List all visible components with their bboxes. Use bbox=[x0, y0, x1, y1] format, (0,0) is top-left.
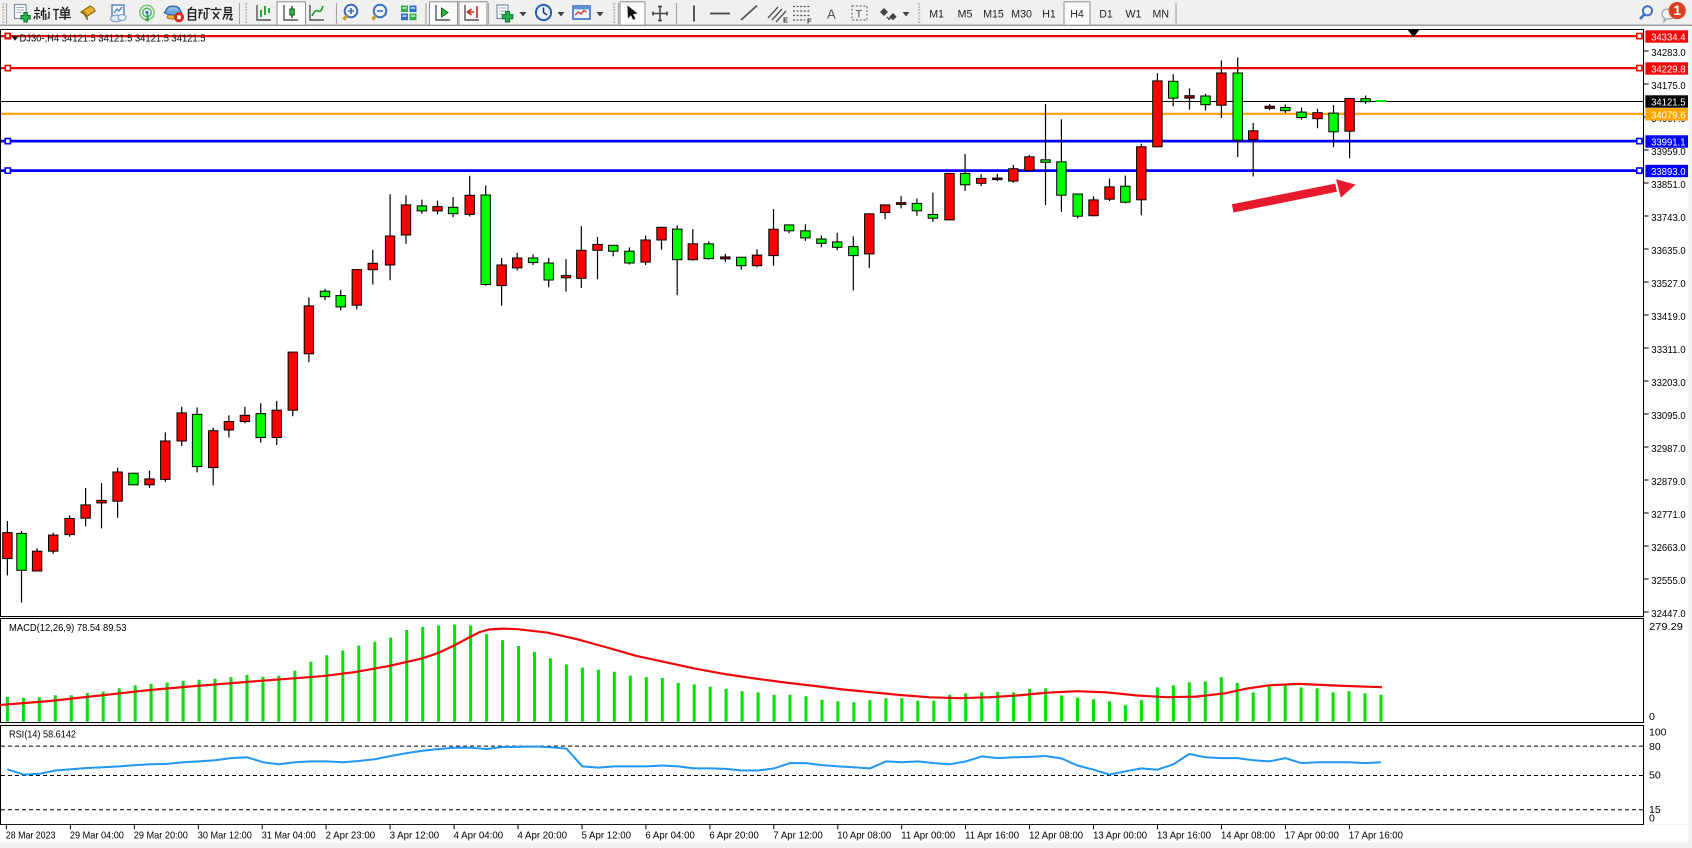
svg-text:31 Mar 04:00: 31 Mar 04:00 bbox=[262, 830, 316, 842]
svg-text:6 Apr 04:00: 6 Apr 04:00 bbox=[645, 830, 695, 842]
svg-text:M5: M5 bbox=[958, 9, 973, 21]
svg-text:34175.0: 34175.0 bbox=[1651, 80, 1686, 92]
svg-text:279.29: 279.29 bbox=[1649, 621, 1683, 633]
svg-text:32879.0: 32879.0 bbox=[1651, 476, 1686, 488]
svg-text:32447.0: 32447.0 bbox=[1651, 608, 1686, 620]
svg-text:13 Apr 16:00: 13 Apr 16:00 bbox=[1157, 830, 1211, 842]
svg-text:32663.0: 32663.0 bbox=[1651, 542, 1686, 554]
svg-text:33893.0: 33893.0 bbox=[1651, 166, 1686, 178]
svg-text:F: F bbox=[807, 17, 812, 26]
svg-text:33419.0: 33419.0 bbox=[1651, 311, 1686, 323]
svg-text:E: E bbox=[783, 16, 788, 25]
svg-text:100: 100 bbox=[1649, 727, 1667, 739]
svg-text:M1: M1 bbox=[929, 9, 944, 21]
svg-text:0: 0 bbox=[1649, 812, 1655, 824]
svg-text:M15: M15 bbox=[983, 9, 1004, 21]
svg-text:33959.0: 33959.0 bbox=[1651, 146, 1686, 158]
svg-text:28 Mar 2023: 28 Mar 2023 bbox=[6, 830, 56, 842]
svg-text:4 Apr 04:00: 4 Apr 04:00 bbox=[454, 830, 504, 842]
svg-text:34229.8: 34229.8 bbox=[1651, 64, 1686, 76]
svg-text:11 Apr 16:00: 11 Apr 16:00 bbox=[965, 830, 1019, 842]
svg-text:50: 50 bbox=[1649, 770, 1661, 782]
svg-text:32555.0: 32555.0 bbox=[1651, 575, 1686, 587]
svg-text:0: 0 bbox=[1649, 711, 1655, 723]
svg-text:34334.4: 34334.4 bbox=[1651, 32, 1686, 44]
svg-text:14 Apr 08:00: 14 Apr 08:00 bbox=[1221, 830, 1275, 842]
svg-text:29 Mar 20:00: 29 Mar 20:00 bbox=[134, 830, 188, 842]
svg-text:33851.0: 33851.0 bbox=[1651, 179, 1686, 191]
svg-text:13 Apr 00:00: 13 Apr 00:00 bbox=[1093, 830, 1147, 842]
svg-text:80: 80 bbox=[1649, 741, 1661, 753]
svg-text:10 Apr 08:00: 10 Apr 08:00 bbox=[837, 830, 891, 842]
svg-text:33203.0: 33203.0 bbox=[1651, 377, 1686, 389]
svg-text:7 Apr 12:00: 7 Apr 12:00 bbox=[773, 830, 823, 842]
svg-text:32987.0: 32987.0 bbox=[1651, 443, 1686, 455]
svg-text:A: A bbox=[827, 7, 836, 22]
svg-text:2 Apr 23:00: 2 Apr 23:00 bbox=[326, 830, 376, 842]
svg-text:M30: M30 bbox=[1011, 9, 1032, 21]
svg-text:32771.0: 32771.0 bbox=[1651, 509, 1686, 521]
svg-text:MACD(12,26,9) 78.54 89.53: MACD(12,26,9) 78.54 89.53 bbox=[9, 622, 127, 634]
svg-text:RSI(14) 58.6142: RSI(14) 58.6142 bbox=[9, 728, 76, 740]
svg-text:33095.0: 33095.0 bbox=[1651, 410, 1686, 422]
svg-text:33527.0: 33527.0 bbox=[1651, 278, 1686, 290]
svg-text:1: 1 bbox=[1673, 3, 1681, 18]
svg-text:H1: H1 bbox=[1042, 9, 1056, 21]
svg-text:17 Apr 00:00: 17 Apr 00:00 bbox=[1285, 830, 1339, 842]
svg-text:29 Mar 04:00: 29 Mar 04:00 bbox=[70, 830, 124, 842]
svg-text:12 Apr 08:00: 12 Apr 08:00 bbox=[1029, 830, 1083, 842]
svg-text:4 Apr 20:00: 4 Apr 20:00 bbox=[518, 830, 568, 842]
svg-text:33991.1: 33991.1 bbox=[1651, 137, 1686, 149]
svg-text:D1: D1 bbox=[1099, 9, 1113, 21]
svg-text:6 Apr 20:00: 6 Apr 20:00 bbox=[709, 830, 759, 842]
svg-text:3 Apr 12:00: 3 Apr 12:00 bbox=[390, 830, 440, 842]
svg-text:30 Mar 12:00: 30 Mar 12:00 bbox=[198, 830, 252, 842]
svg-text:34121.5: 34121.5 bbox=[1651, 97, 1686, 109]
svg-text:33635.0: 33635.0 bbox=[1651, 245, 1686, 257]
svg-text:DJ30-,H4 34121.5 34121.5 3412: DJ30-,H4 34121.5 34121.5 34121.5 34121.5 bbox=[20, 33, 206, 45]
svg-text:H4: H4 bbox=[1070, 9, 1084, 21]
svg-text:W1: W1 bbox=[1125, 9, 1141, 21]
svg-text:34079.6: 34079.6 bbox=[1651, 109, 1686, 121]
svg-text:34283.0: 34283.0 bbox=[1651, 47, 1686, 59]
svg-text:15: 15 bbox=[1649, 804, 1661, 816]
svg-text:33311.0: 33311.0 bbox=[1651, 344, 1686, 356]
svg-text:MN: MN bbox=[1153, 9, 1169, 21]
svg-text:11 Apr 00:00: 11 Apr 00:00 bbox=[901, 830, 955, 842]
svg-text:17 Apr 16:00: 17 Apr 16:00 bbox=[1349, 830, 1403, 842]
svg-text:5 Apr 12:00: 5 Apr 12:00 bbox=[582, 830, 632, 842]
svg-text:33743.0: 33743.0 bbox=[1651, 212, 1686, 224]
svg-text:T: T bbox=[856, 9, 863, 21]
